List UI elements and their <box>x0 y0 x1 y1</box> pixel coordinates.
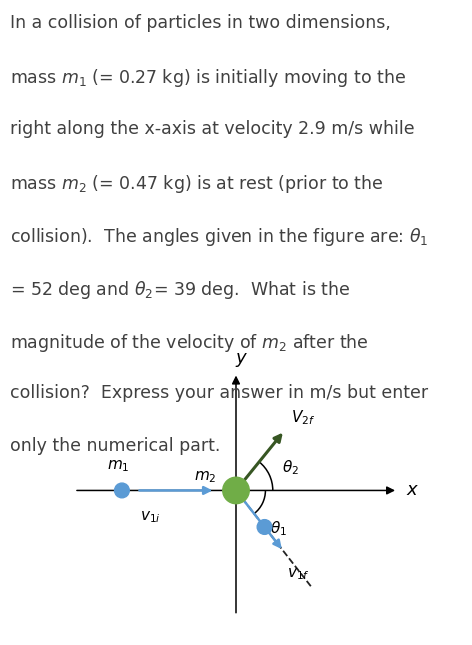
Text: mass $m_1$ (= 0.27 kg) is initially moving to the: mass $m_1$ (= 0.27 kg) is initially movi… <box>10 67 406 89</box>
Text: In a collision of particles in two dimensions,: In a collision of particles in two dimen… <box>10 14 391 32</box>
Text: $m_1$: $m_1$ <box>107 459 129 474</box>
Text: x: x <box>407 481 417 499</box>
Text: $\theta_1$: $\theta_1$ <box>270 519 287 538</box>
Text: $V_{2f}$: $V_{2f}$ <box>291 408 315 427</box>
Text: collision?  Express your answer in m/s but enter: collision? Express your answer in m/s bu… <box>10 384 429 402</box>
Text: collision).  The angles given in the figure are: $\boldsymbol{\theta_1}$: collision). The angles given in the figu… <box>10 226 429 248</box>
Text: $\theta_2$: $\theta_2$ <box>282 458 299 477</box>
Circle shape <box>115 483 129 498</box>
Text: $v_{1i}$: $v_{1i}$ <box>140 509 160 524</box>
Text: mass $m_2$ (= 0.47 kg) is at rest (prior to the: mass $m_2$ (= 0.47 kg) is at rest (prior… <box>10 173 384 195</box>
Circle shape <box>223 477 249 504</box>
Text: = 52 deg and $\boldsymbol{\theta_2}$= 39 deg.  What is the: = 52 deg and $\boldsymbol{\theta_2}$= 39… <box>10 279 351 301</box>
Text: right along the x-axis at velocity 2.9 m/s while: right along the x-axis at velocity 2.9 m… <box>10 120 415 138</box>
Text: y: y <box>236 349 246 367</box>
Text: $v_{1f}$: $v_{1f}$ <box>287 566 310 582</box>
Text: magnitude of the velocity of $m_2$ after the: magnitude of the velocity of $m_2$ after… <box>10 332 369 353</box>
Text: only the numerical part.: only the numerical part. <box>10 437 221 455</box>
Text: $m_2$: $m_2$ <box>194 469 216 484</box>
Circle shape <box>257 520 272 534</box>
